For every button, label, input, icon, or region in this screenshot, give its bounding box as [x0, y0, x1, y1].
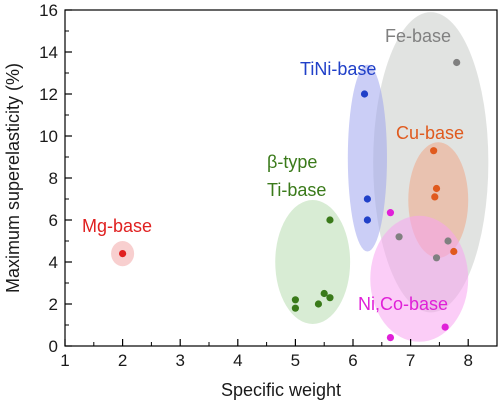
data-point-cu-base: [431, 193, 439, 201]
group-label-cu-base: Cu-base: [396, 123, 464, 143]
group-ellipse-type-ti-base: [275, 200, 351, 324]
y-tick-label: 0: [49, 337, 58, 356]
data-point-type-ti-base: [314, 300, 323, 308]
x-tick-label: 7: [406, 351, 415, 370]
y-tick-label: 14: [39, 43, 58, 62]
data-point-cu-base: [450, 247, 458, 256]
data-point-tini-base: [363, 195, 371, 203]
data-point-tini-base: [363, 216, 371, 224]
x-tick-label: 6: [348, 351, 357, 370]
group-ellipse-ni-co-base: [370, 215, 469, 342]
group-label-ni-co-base: Ni,Co-base: [358, 294, 448, 314]
x-tick-label: 3: [175, 351, 184, 370]
y-tick-label: 8: [49, 169, 58, 188]
x-axis-label: Specific weight: [221, 380, 341, 400]
point-layer: [119, 58, 461, 342]
data-point-type-ti-base: [291, 304, 299, 312]
y-tick-label: 10: [39, 127, 58, 146]
data-point-type-ti-base: [291, 296, 299, 304]
data-point-tini-base: [360, 90, 369, 98]
data-point-fe-base: [444, 237, 452, 245]
data-point-type-ti-base: [326, 294, 334, 302]
y-tick-label: 2: [49, 295, 58, 314]
y-tick-label: 4: [49, 253, 58, 272]
data-point-mg-base: [119, 250, 127, 258]
data-point-ni-co-base: [441, 323, 449, 331]
y-tick-label: 12: [39, 85, 58, 104]
y-axis-label: Maximum superelasticity (%): [3, 63, 23, 293]
group-label-mg-base: Mg-base: [82, 216, 152, 236]
data-point-cu-base: [430, 147, 438, 155]
x-tick-label: 1: [60, 351, 69, 370]
group-label-tini-base: TiNi-base: [300, 59, 376, 79]
group-label-type-ti-base: Ti-base: [267, 180, 326, 200]
x-tick-label: 5: [291, 351, 300, 370]
x-tick-label: 2: [118, 351, 127, 370]
x-tick-label: 4: [233, 351, 242, 370]
y-tick-label: 6: [49, 211, 58, 230]
y-tick-label: 16: [39, 1, 58, 20]
data-point-type-ti-base: [320, 289, 328, 298]
data-point-ni-co-base: [386, 334, 395, 342]
data-point-type-ti-base: [326, 216, 334, 224]
group-label-type-ti-base: β-type: [267, 152, 317, 172]
data-point-fe-base: [395, 233, 403, 241]
data-point-fe-base: [453, 58, 461, 67]
group-label-fe-base: Fe-base: [385, 26, 451, 46]
group-ellipse-tini-base: [347, 64, 387, 252]
data-point-fe-base: [432, 254, 441, 262]
label-layer: Fe-base TiNi-base Cu-base β-type Ti-base Ni,C…: [82, 26, 464, 314]
data-point-cu-base: [432, 184, 441, 193]
data-point-ni-co-base: [386, 209, 395, 217]
x-tick-label: 8: [463, 351, 472, 370]
